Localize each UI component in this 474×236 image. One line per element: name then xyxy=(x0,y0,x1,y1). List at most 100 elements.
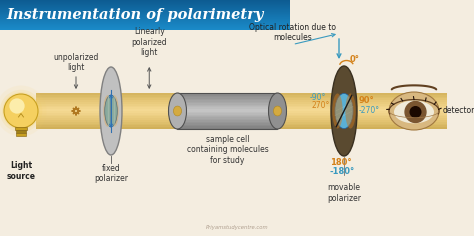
Ellipse shape xyxy=(268,93,286,129)
Circle shape xyxy=(410,107,421,117)
Bar xyxy=(36,115,447,116)
Bar xyxy=(0,20,290,21)
Bar xyxy=(177,120,277,122)
Bar xyxy=(0,4,290,5)
Text: 90°: 90° xyxy=(359,96,375,105)
Ellipse shape xyxy=(105,95,118,127)
Bar xyxy=(0,28,290,29)
Ellipse shape xyxy=(394,101,434,123)
Text: unpolarized
light: unpolarized light xyxy=(53,53,99,72)
Bar xyxy=(17,133,26,136)
Bar xyxy=(0,23,290,24)
Ellipse shape xyxy=(331,66,357,156)
Text: 180°: 180° xyxy=(330,158,352,167)
Bar xyxy=(0,11,290,12)
Bar xyxy=(36,116,447,118)
Text: Linearly
polarized
light: Linearly polarized light xyxy=(131,27,167,57)
Bar xyxy=(16,130,26,133)
Bar xyxy=(0,29,290,30)
Bar xyxy=(177,102,277,103)
Text: Instrumentation of polarimetry: Instrumentation of polarimetry xyxy=(6,8,264,22)
Text: sample cell
containing molecules
for study: sample cell containing molecules for stu… xyxy=(187,135,268,165)
Bar xyxy=(0,17,290,18)
Bar xyxy=(0,26,290,27)
Bar xyxy=(36,97,447,98)
Bar xyxy=(36,93,447,95)
Ellipse shape xyxy=(345,93,356,129)
Bar xyxy=(0,3,290,4)
Bar xyxy=(177,110,277,112)
Text: -270°: -270° xyxy=(359,106,380,115)
Ellipse shape xyxy=(389,92,439,130)
Bar xyxy=(0,7,290,8)
Text: 0°: 0° xyxy=(350,55,360,64)
Bar xyxy=(177,96,277,97)
Bar xyxy=(177,122,277,123)
Bar xyxy=(36,111,447,113)
Bar xyxy=(0,5,290,6)
Bar xyxy=(0,15,290,16)
Bar xyxy=(177,97,277,99)
Bar xyxy=(177,93,277,129)
Ellipse shape xyxy=(273,106,282,116)
Bar xyxy=(0,8,290,9)
Bar xyxy=(0,25,290,26)
Bar xyxy=(177,115,277,116)
Ellipse shape xyxy=(100,67,122,155)
Circle shape xyxy=(9,98,25,114)
Bar xyxy=(177,125,277,126)
Bar xyxy=(0,27,290,28)
Bar xyxy=(36,118,447,120)
Bar xyxy=(0,13,290,14)
Bar xyxy=(177,109,277,110)
Ellipse shape xyxy=(168,93,186,129)
Circle shape xyxy=(2,92,40,130)
Bar xyxy=(36,102,447,104)
Bar xyxy=(0,21,290,22)
Bar xyxy=(36,125,447,127)
Bar xyxy=(177,94,277,96)
Bar xyxy=(177,116,277,118)
Bar xyxy=(36,124,447,125)
Text: -180°: -180° xyxy=(330,167,355,176)
Bar xyxy=(177,103,277,105)
Bar xyxy=(0,12,290,13)
Bar xyxy=(177,107,277,109)
Bar xyxy=(177,106,277,107)
Bar xyxy=(177,128,277,129)
Bar xyxy=(0,1,290,2)
Bar xyxy=(36,113,447,115)
Bar xyxy=(0,9,290,10)
Bar xyxy=(0,24,290,25)
Circle shape xyxy=(405,101,426,122)
Bar xyxy=(36,107,447,109)
Bar xyxy=(177,99,277,100)
Bar xyxy=(0,6,290,7)
Bar xyxy=(177,123,277,125)
Bar xyxy=(177,119,277,120)
Bar xyxy=(36,100,447,102)
Bar xyxy=(0,0,290,1)
Ellipse shape xyxy=(173,106,182,116)
Bar xyxy=(177,112,277,113)
Ellipse shape xyxy=(332,93,343,129)
Bar xyxy=(177,93,277,94)
Bar xyxy=(0,19,290,20)
Bar xyxy=(36,109,447,111)
Bar xyxy=(36,95,447,97)
Text: Priyamstudycentre.com: Priyamstudycentre.com xyxy=(206,225,268,230)
Bar xyxy=(36,105,447,107)
Text: fixed
polarizer: fixed polarizer xyxy=(94,164,128,183)
Bar xyxy=(0,22,290,23)
Bar xyxy=(36,127,447,129)
Bar xyxy=(0,2,290,3)
Bar xyxy=(0,10,290,11)
Bar xyxy=(177,118,277,119)
Circle shape xyxy=(0,90,42,132)
Ellipse shape xyxy=(110,95,118,127)
Text: movable
polarizer: movable polarizer xyxy=(327,184,361,203)
Text: -90°: -90° xyxy=(310,93,327,102)
Bar xyxy=(36,104,447,105)
Bar xyxy=(0,18,290,19)
Bar xyxy=(15,126,27,130)
